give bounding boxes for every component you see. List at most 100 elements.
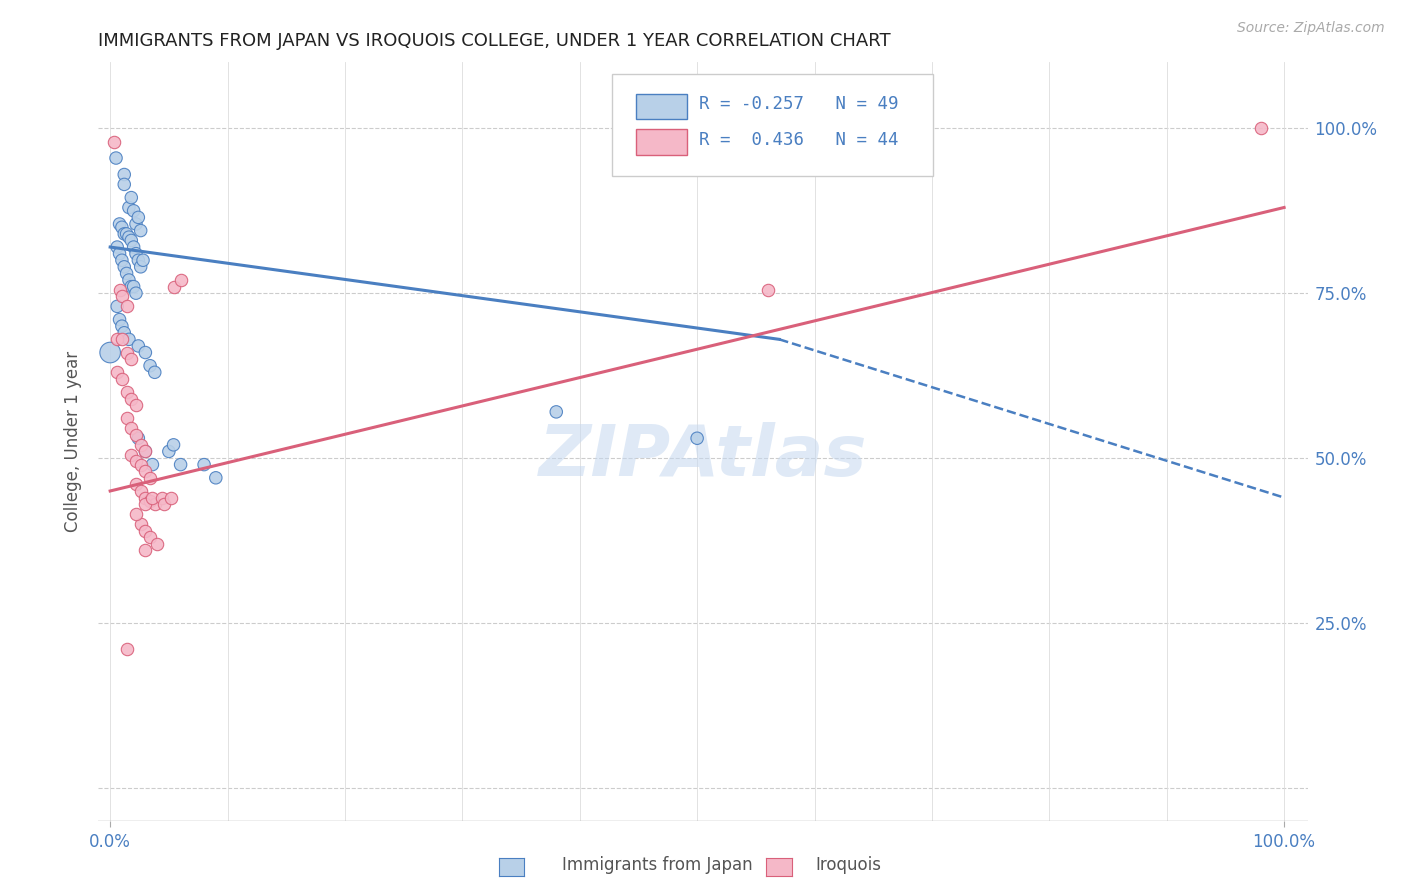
Point [118,230,141,244]
Point [134,464,156,478]
Point [115,385,138,400]
Text: Source: ZipAtlas.com: Source: ZipAtlas.com [1237,21,1385,35]
Text: R = -0.257   N = 49: R = -0.257 N = 49 [699,95,898,113]
Point [127,431,149,445]
Point [111,372,134,386]
Point [162,279,184,293]
Point [127,339,149,353]
Point [103,135,125,149]
Point [111,319,134,334]
Point [146,537,169,551]
Point [112,227,135,241]
Point [111,220,134,235]
Point [118,332,141,346]
Point [120,279,142,293]
Point [141,458,163,472]
Point [1250,121,1272,136]
Point [153,497,176,511]
Point [160,491,183,505]
Point [169,458,191,472]
Point [108,246,131,260]
Point [129,260,152,274]
Point [98,345,121,359]
FancyBboxPatch shape [637,129,688,155]
Point [125,477,148,491]
Point [120,448,142,462]
Point [105,151,128,165]
Point [118,201,141,215]
Point [169,273,191,287]
Point [193,458,215,472]
Point [115,411,138,425]
Point [129,223,152,237]
Point [122,279,145,293]
Point [129,438,152,452]
Point [134,444,156,458]
Point [112,178,135,192]
Point [125,454,148,468]
Point [129,458,152,472]
Point [122,203,145,218]
Point [129,483,152,498]
Point [546,405,568,419]
Point [115,345,138,359]
Point [132,253,155,268]
Text: IMMIGRANTS FROM JAPAN VS IROQUOIS COLLEGE, UNDER 1 YEAR CORRELATION CHART: IMMIGRANTS FROM JAPAN VS IROQUOIS COLLEG… [98,32,891,50]
Point [115,642,138,657]
Point [125,428,148,442]
Point [162,438,184,452]
Point [139,471,162,485]
Point [134,543,156,558]
Point [141,491,163,505]
Point [125,217,148,231]
Y-axis label: College, Under 1 year: College, Under 1 year [65,351,83,533]
Point [120,191,142,205]
Point [112,326,135,340]
Point [125,507,148,521]
Point [118,273,141,287]
Point [150,491,173,505]
Point [139,530,162,544]
Point [115,267,138,281]
Point [139,494,162,508]
Point [120,234,142,248]
Point [105,332,128,346]
Point [122,240,145,254]
Text: Iroquois: Iroquois [815,856,882,874]
Point [112,260,135,274]
Point [115,227,138,241]
Text: Immigrants from Japan: Immigrants from Japan [562,856,754,874]
Text: ZIPAtlas: ZIPAtlas [538,422,868,491]
Point [111,289,134,303]
Point [134,524,156,538]
Point [125,398,148,412]
Point [139,359,162,373]
Point [127,211,149,225]
Point [120,352,142,367]
Point [125,246,148,260]
Point [143,365,166,379]
Point [686,431,709,445]
Point [134,497,156,511]
Point [204,471,226,485]
Point [105,240,128,254]
Point [134,444,156,458]
Point [108,217,131,231]
Point [129,516,152,531]
Point [157,444,180,458]
Point [105,365,128,379]
Point [108,312,131,326]
Point [115,299,138,313]
Point [125,286,148,301]
Point [120,392,142,406]
FancyBboxPatch shape [613,74,932,177]
Text: R =  0.436   N = 44: R = 0.436 N = 44 [699,131,898,149]
FancyBboxPatch shape [637,94,688,120]
Point [120,421,142,435]
Point [105,299,128,313]
Point [756,283,779,297]
Point [134,491,156,505]
Point [111,332,134,346]
Point [108,283,131,297]
Point [111,253,134,268]
